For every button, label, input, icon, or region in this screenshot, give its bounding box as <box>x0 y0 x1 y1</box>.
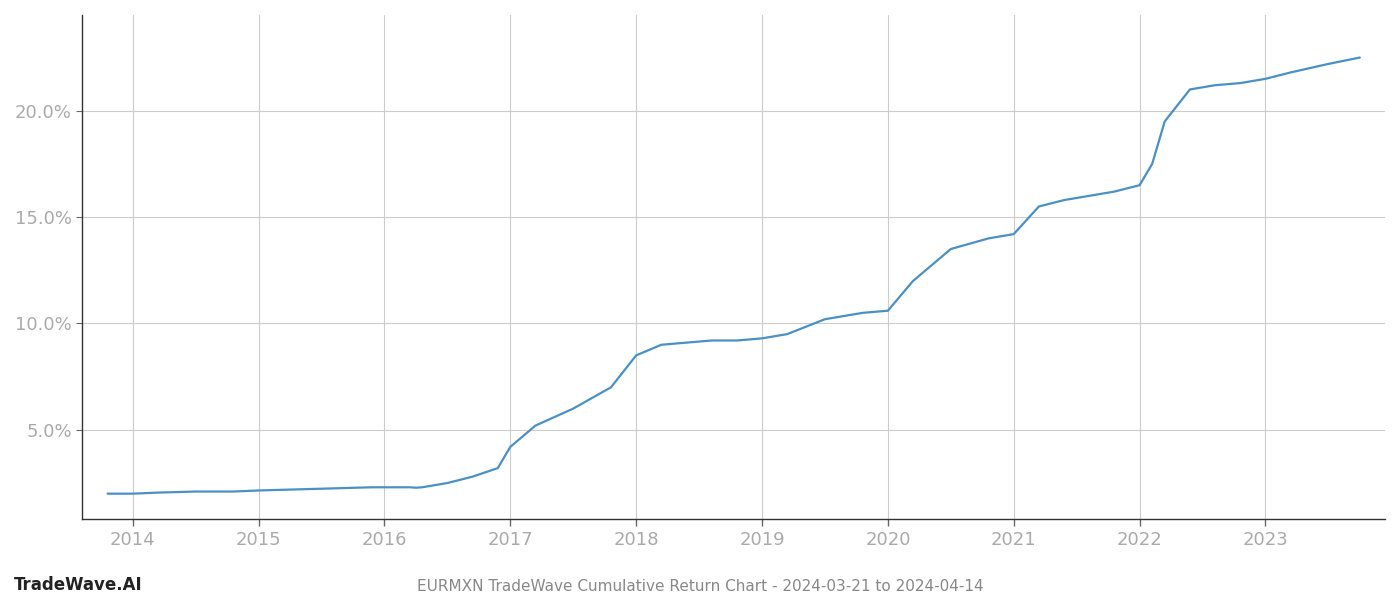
Text: EURMXN TradeWave Cumulative Return Chart - 2024-03-21 to 2024-04-14: EURMXN TradeWave Cumulative Return Chart… <box>417 579 983 594</box>
Text: TradeWave.AI: TradeWave.AI <box>14 576 143 594</box>
